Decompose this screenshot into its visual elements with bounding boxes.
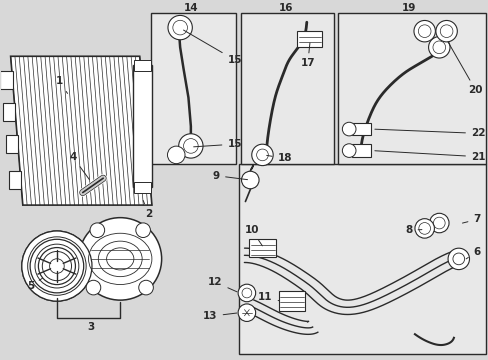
Circle shape (427, 37, 449, 58)
Text: 16: 16 (278, 3, 292, 13)
Text: 3: 3 (87, 322, 95, 332)
Circle shape (178, 134, 203, 158)
Text: 7: 7 (462, 215, 480, 224)
Bar (249, 239, 276, 257)
Bar (134, 182, 151, 193)
Text: 22: 22 (374, 129, 485, 138)
Text: 5: 5 (27, 278, 42, 291)
Text: 20: 20 (447, 42, 482, 95)
Circle shape (342, 144, 355, 157)
Text: 15: 15 (183, 30, 242, 65)
Text: 1: 1 (56, 76, 67, 94)
Circle shape (167, 146, 184, 164)
Bar (151, 13, 236, 164)
Text: 6: 6 (465, 247, 480, 259)
Bar (3, 103, 15, 121)
Circle shape (86, 280, 101, 295)
Text: 9: 9 (213, 171, 247, 181)
Circle shape (241, 171, 259, 189)
Bar (278, 291, 305, 311)
Text: 8: 8 (405, 225, 421, 235)
Bar (9, 171, 20, 189)
Text: 15: 15 (193, 139, 242, 149)
Circle shape (251, 144, 273, 166)
Polygon shape (11, 56, 152, 205)
Text: 17: 17 (300, 43, 314, 68)
Text: 12: 12 (207, 277, 237, 292)
Bar (351, 123, 370, 135)
Circle shape (428, 213, 448, 233)
Bar (0, 71, 13, 89)
Circle shape (414, 219, 433, 238)
Circle shape (447, 248, 468, 270)
Circle shape (168, 15, 192, 40)
Text: 14: 14 (183, 3, 198, 13)
Circle shape (22, 231, 92, 301)
Text: 10: 10 (244, 225, 262, 246)
Ellipse shape (79, 218, 162, 300)
Text: 11: 11 (258, 292, 279, 302)
Circle shape (42, 251, 71, 281)
Circle shape (435, 21, 456, 42)
Circle shape (139, 280, 153, 295)
Bar (337, 13, 485, 164)
Circle shape (413, 21, 434, 42)
Text: 4: 4 (69, 152, 89, 180)
Circle shape (136, 223, 150, 238)
Bar (296, 31, 322, 47)
Text: 13: 13 (203, 311, 236, 321)
Circle shape (342, 122, 355, 136)
Circle shape (238, 304, 255, 321)
Text: 21: 21 (374, 151, 485, 162)
Bar (351, 144, 370, 157)
Circle shape (90, 223, 104, 238)
Bar (133, 65, 152, 187)
Bar (134, 60, 151, 71)
Circle shape (22, 231, 92, 301)
Bar (238, 164, 485, 354)
Bar (6, 135, 18, 153)
Text: 19: 19 (401, 3, 415, 13)
Bar (240, 13, 333, 164)
Text: 2: 2 (143, 201, 152, 219)
Text: 18: 18 (266, 153, 291, 163)
Circle shape (238, 284, 255, 302)
